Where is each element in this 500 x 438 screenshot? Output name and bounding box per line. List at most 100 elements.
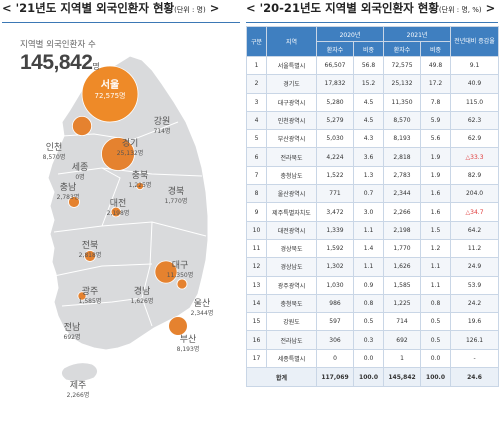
share-2021: 0.0	[420, 348, 452, 369]
share-2021: 1.1	[420, 257, 452, 277]
share-2021: 1.5	[420, 220, 452, 240]
table-row: 10 대전광역시 1,339 1.1 2,198 1.5 64.2	[246, 220, 500, 240]
patients-2021: 2,266	[383, 202, 422, 222]
patients-2020: 5,280	[316, 92, 354, 112]
subcol-2020-patients: 환자수	[316, 41, 354, 57]
yoy-change: 64.2	[450, 220, 500, 240]
patients-2021: 72,575	[383, 55, 422, 76]
row-number: 17	[246, 348, 267, 369]
region-name: 울산광역시	[266, 184, 317, 204]
row-number: 8	[246, 184, 267, 204]
share-2020: 1.4	[352, 238, 385, 259]
left-header-unit: (단위 : 명)	[174, 6, 206, 14]
share-2020: 0.3	[352, 330, 385, 350]
region-bubble-11	[154, 260, 178, 284]
region-name: 충청남도	[266, 165, 317, 186]
region-value-label: 2,344명	[191, 309, 214, 317]
table-row: 2 경기도 17,832 15.2 25,132 17.2 40.9	[246, 74, 500, 94]
right-header: < '20-21년도 지역별 외국인환자 현황(단위 : 명, %) >	[246, 0, 495, 22]
region-bubble-12	[77, 291, 87, 301]
region-value-label: 72,575명	[95, 91, 126, 100]
yoy-change: 11.2	[450, 238, 500, 259]
patients-2020: 3,472	[316, 202, 354, 222]
share-2021: 7.8	[420, 92, 452, 112]
left-header-tail: >	[205, 1, 220, 15]
col-header-2021: 2021년	[383, 26, 452, 42]
province-border	[53, 221, 207, 237]
region-name: 전라북도	[266, 147, 317, 167]
jeju-island-shape	[60, 362, 98, 383]
total-label-cell: 합계	[246, 367, 317, 388]
row-number: 15	[246, 312, 267, 332]
table-row: 9 제주특별자치도 3,472 3.0 2,266 1.6 △34.7	[246, 202, 500, 222]
yoy-change: 204.0	[450, 184, 500, 204]
share-2020: 56.8	[352, 55, 385, 76]
region-name: 경상남도	[266, 257, 317, 277]
subcol-2021-patients: 환자수	[383, 41, 422, 57]
table-row: 17 세종특별시 0 0.0 1 0.0-	[246, 348, 500, 369]
region-name: 부산광역시	[266, 129, 317, 149]
province-border	[61, 297, 143, 307]
row-number: 13	[246, 275, 267, 295]
region-name-label: 광주	[82, 285, 99, 297]
col-header-change: 전년대비 증감율	[450, 26, 500, 57]
patients-2021: 2,344	[383, 184, 422, 204]
share-2020: 3.0	[352, 202, 385, 222]
patients-2021: 1,626	[383, 257, 422, 277]
total-count: 145,842명	[20, 51, 100, 75]
region-name-label: 부산	[180, 334, 197, 345]
table-row: 8 울산광역시 771 0.7 2,344 1.6 204.0	[246, 184, 500, 204]
share-2020: 4.5	[352, 92, 385, 112]
region-name-label: 경기	[122, 137, 139, 149]
total-2021-patients: 145,842	[383, 367, 422, 388]
region-value-label: 1,626명	[131, 297, 154, 305]
col-header-category: 구분	[246, 26, 267, 57]
region-name-label: 경북	[168, 185, 185, 197]
region-name: 제주특별자치도	[266, 202, 317, 222]
region-value-label: 692명	[64, 333, 81, 341]
patients-2021: 8,193	[383, 129, 422, 149]
patients-2020: 771	[316, 184, 354, 204]
yoy-change: 53.9	[450, 275, 500, 295]
total-2020-share: 100.0	[352, 367, 385, 388]
total-count-value: 145,842	[20, 51, 93, 74]
row-number: 11	[246, 238, 267, 259]
yoy-change: 62.3	[450, 110, 500, 131]
region-name: 인천광역시	[266, 110, 317, 131]
yoy-change: 24.2	[450, 293, 500, 314]
region-bubble-14	[176, 278, 188, 290]
table-row: 13 광주광역시 1,030 0.9 1,585 1.1 53.9	[246, 275, 500, 295]
subcol-2020-share: 비중	[352, 41, 385, 57]
region-value-label: 714명	[154, 127, 171, 135]
patients-2021: 1,770	[383, 238, 422, 259]
table-row: 4 인천광역시 5,279 4.5 8,570 5.9 62.3	[246, 110, 500, 131]
region-bubble-10	[84, 250, 96, 262]
yoy-change: -	[450, 348, 500, 369]
right-header-tail: >	[481, 1, 496, 15]
share-2020: 1.1	[352, 220, 385, 240]
patients-2021: 1,225	[383, 293, 422, 314]
share-2020: 15.2	[352, 74, 385, 94]
left-header: < '21년도 지역별 외국인환자 현황(단위 : 명) >	[2, 0, 219, 22]
table-body: 1 서울특별시 66,507 56.8 72,575 49.8 9.1 2 경기도 17,832 1…	[246, 55, 500, 369]
patients-2020: 0	[316, 348, 354, 369]
region-value-label: 2,818명	[79, 251, 102, 259]
right-header-unit: (단위 : 명, %)	[438, 6, 482, 14]
right-header-rule	[246, 22, 498, 23]
row-number: 10	[246, 220, 267, 240]
table-row: 16 전라남도 306 0.3 692 0.5 126.1	[246, 330, 500, 350]
yoy-change: 24.9	[450, 257, 500, 277]
region-name-label: 대구	[172, 260, 189, 271]
total-2021-share: 100.0	[420, 367, 452, 388]
row-number: 12	[246, 257, 267, 277]
region-name: 충청북도	[266, 293, 317, 314]
region-value-label: 8,570명	[43, 153, 66, 161]
share-2021: 1.2	[420, 238, 452, 259]
patients-2020: 4,224	[316, 147, 354, 167]
region-value-label: 11,350명	[167, 271, 194, 279]
table-row: 3 대구광역시 5,280 4.5 11,350 7.8 115.0	[246, 92, 500, 112]
region-name: 대구광역시	[266, 92, 317, 112]
region-name-label: 울산	[194, 298, 211, 309]
